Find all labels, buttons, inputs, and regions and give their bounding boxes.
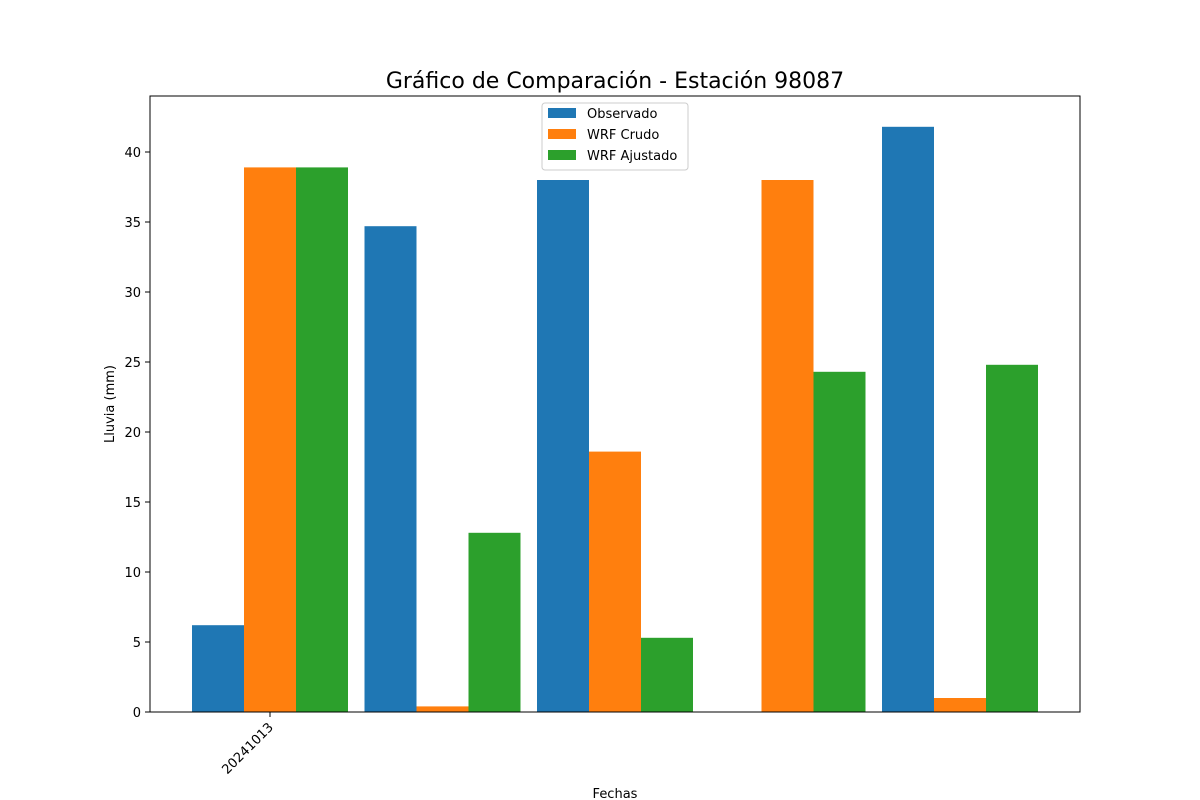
y-tick-label: 15	[124, 496, 141, 511]
bar-wrf-crudo-1	[244, 167, 296, 712]
legend: Observado WRF Crudo WRF Ajustado	[541, 102, 689, 171]
y-tick-label: 25	[124, 356, 141, 371]
bar-wrf-ajustado-4	[813, 371, 866, 712]
y-tick-label: 10	[124, 566, 141, 581]
bar-wrf-crudo-2	[416, 706, 469, 712]
bar-observado-2	[364, 226, 417, 712]
plot-frame	[149, 95, 1081, 713]
bar-observado-5	[882, 126, 934, 713]
bar-wrf-crudo-3	[589, 451, 641, 712]
x-axis-label: Fechas	[593, 787, 638, 800]
chart-title: Gráfico de Comparación - Estación 98087	[386, 69, 844, 94]
legend-swatch-observado	[548, 108, 576, 118]
bar-observado-3	[537, 180, 589, 712]
bar-wrf-ajustado-3	[641, 637, 693, 712]
legend-label-wrf-ajustado: WRF Ajustado	[587, 149, 677, 164]
y-axis: 0 5 10 15 20 25 30 35 40	[124, 146, 150, 721]
y-axis-label: Lluvia (mm)	[103, 365, 118, 443]
y-tick-label: 35	[124, 216, 141, 231]
bar-wrf-ajustado-5	[986, 364, 1038, 712]
legend-swatch-wrf-crudo	[548, 129, 576, 139]
y-tick-label: 0	[133, 706, 141, 721]
y-tick-label: 5	[133, 636, 141, 651]
y-tick-label: 40	[124, 146, 141, 161]
x-axis: 20241013	[219, 712, 277, 778]
bar-wrf-crudo-5	[934, 698, 986, 712]
bar-observado-1	[192, 625, 244, 712]
legend-swatch-wrf-ajustado	[548, 150, 576, 160]
bar-wrf-crudo-4	[761, 180, 814, 712]
legend-label-wrf-crudo: WRF Crudo	[587, 128, 659, 143]
legend-frame	[541, 102, 689, 171]
bar-wrf-ajustado-1	[296, 167, 348, 712]
bar-wrf-ajustado-2	[468, 532, 521, 712]
y-tick-label: 20	[124, 426, 141, 441]
y-tick-label: 30	[124, 286, 141, 301]
legend-label-observado: Observado	[587, 107, 658, 122]
x-tick-label: 20241013	[219, 720, 276, 777]
bars-layer	[192, 126, 1038, 713]
